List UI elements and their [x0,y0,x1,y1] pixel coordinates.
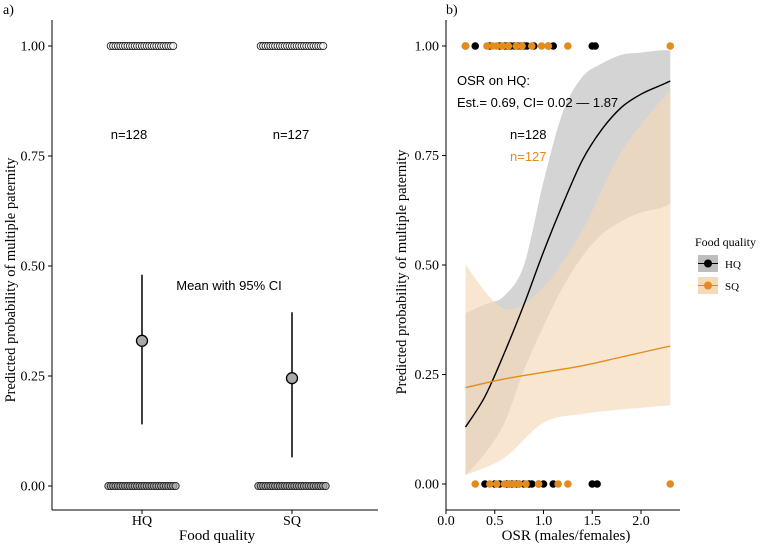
panel-b-observation-point-sq [504,42,513,50]
panel-a-observation-point [319,41,328,51]
panel-b-observation-point-sq [471,480,480,488]
panel-b-observation-point-sq [483,42,491,50]
panel-a-n-label-hq: n=128 [111,127,148,142]
panel-b-observation-point-sq [564,480,572,488]
panel-a-x-tick-label: SQ [283,514,301,529]
panel-a: a) Predicted probability of multiple pat… [3,3,378,544]
panel-a-n-label-sq: n=127 [273,127,310,142]
panel-b-label: b) [446,3,458,18]
panel-a-annotation: Mean with 95% CI [176,278,282,293]
panel-b-observation-point-sq [528,42,536,50]
panel-a-x-axis-title: Food quality [179,528,256,544]
panel-b-observation-point-sq [666,42,675,50]
panel-a-y-tick-label: 1.00 [21,40,46,55]
panel-b-observation-point-sq [512,42,520,50]
panel-b-observation-point-hq [593,480,601,488]
panel-b-y-tick-label: 0.00 [415,478,440,493]
panel-a-observation-point [171,481,180,491]
panel-b: b) Predicted probability of multiple pat… [394,3,756,544]
panel-b-fit-line-hq [464,80,671,428]
legend-label-sq: SQ [725,281,739,293]
panel-b-n-label-hq: n=128 [510,127,547,142]
panel-a-y-tick-label: 0.75 [21,150,46,165]
panel-a-mean-point [285,372,299,385]
legend: Food quality HQ SQ [695,235,756,294]
panel-b-fit-line-sq [465,345,671,389]
panel-b-observation-point-sq [515,480,523,488]
panel-b-observation-point-sq [486,480,494,488]
panel-b-y-tick-label: 0.75 [415,149,440,164]
panel-b-annotation-estimate: Est.= 0.69, CI= 0.02 — 1.87 [457,95,618,110]
panel-b-observation-point-sq [492,480,501,488]
panel-a-y-tick-label: 0.25 [21,370,46,385]
panel-b-observation-point-hq [591,42,599,50]
panel-b-observation-point-hq [471,42,480,50]
panel-b-y-tick-label: 0.25 [415,368,440,383]
panel-b-observation-point-sq [666,480,675,488]
panel-a-y-axis-title: Predicted probability of multiple patern… [3,157,19,403]
panel-b-y-axis-title: Predicted probability of multiple patern… [394,149,410,395]
panel-b-x-tick-label: 1.0 [535,514,553,529]
legend-label-hq: HQ [725,259,741,271]
panel-b-observation-point-sq [554,480,562,488]
legend-title: Food quality [695,235,756,249]
panel-b-observation-point-sq [498,42,507,50]
panel-b-y-tick-label: 1.00 [415,40,440,55]
panel-a-y-tick-label: 0.50 [21,260,46,275]
legend-key-sq-point [704,281,712,290]
panel-a-y-tick-label: 0.00 [21,480,46,495]
panel-b-observation-point-sq [492,42,501,50]
panel-b-x-tick-label: 1.5 [584,514,602,529]
panel-b-observation-point-sq [518,42,526,50]
legend-key-hq-point [704,259,712,268]
panel-b-x-tick-label: 0.5 [486,514,504,529]
panel-b-x-axis-title: OSR (males/females) [502,528,631,544]
panel-b-observation-point-sq [564,42,572,50]
panel-b-x-tick-label: 0.0 [437,514,455,529]
panel-a-x-tick-label: HQ [132,514,152,529]
panel-b-y-tick-label: 0.50 [415,259,440,274]
panel-a-observation-point [169,41,178,51]
panel-b-observation-point-sq [461,42,470,50]
panel-b-observation-point-sq [544,42,553,50]
panel-b-n-label-sq: n=127 [510,149,547,164]
panel-b-x-tick-label: 2.0 [632,514,650,529]
panel-b-ci-band-sq [465,89,671,476]
panel-b-observation-point-hq [528,480,536,488]
panel-b-observation-point-sq [537,42,546,50]
panel-b-observation-point-sq [534,480,543,488]
panel-a-observation-point [321,481,330,491]
panel-b-annotation-title: OSR on HQ: [457,73,530,88]
panel-a-label: a) [3,3,14,18]
panel-a-mean-point [135,334,149,347]
panel-b-observation-point-sq [522,480,530,488]
